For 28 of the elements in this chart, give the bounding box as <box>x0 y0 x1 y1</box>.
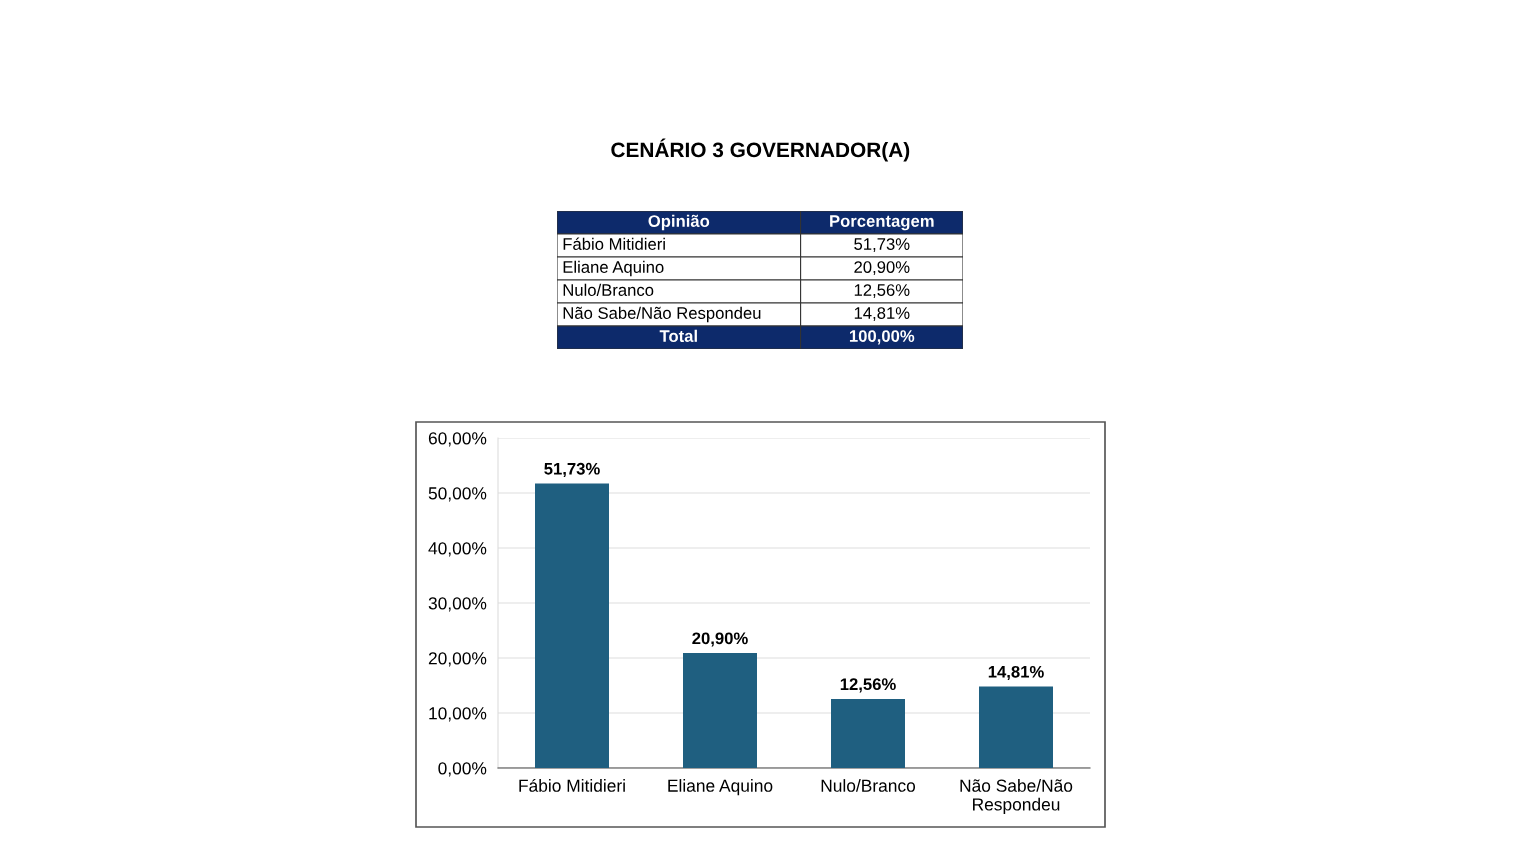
text: 20,90% <box>854 261 910 275</box>
y-tick-label: 10,00% <box>429 707 487 722</box>
chart-title: CENÁRIO 3 GOVERNADOR(A) <box>611 138 910 162</box>
category-label: Nulo/Branco <box>563 283 654 296</box>
y-tick-label: 60,00% <box>428 432 487 447</box>
category-label: Eliane Aquino <box>563 260 664 277</box>
x-tick-label: Nulo/Branco <box>821 779 916 792</box>
text: Total <box>659 329 697 342</box>
data-label: 20,90% <box>692 632 748 647</box>
text: 14,81% <box>854 307 910 321</box>
y-tick-label: 0,00% <box>438 762 487 777</box>
y-tick-label: 40,00% <box>428 542 487 557</box>
text: 100,00% <box>849 330 915 345</box>
x-tick-label: Fábio Mitidieri <box>519 778 625 792</box>
text: 51,73% <box>854 238 910 252</box>
category-label: Fábio Mitidieri <box>563 237 665 250</box>
text: Opinião <box>648 214 710 231</box>
text: Porcentagem <box>830 215 934 231</box>
data-label: 12,56% <box>840 678 896 693</box>
y-tick-label: 50,00% <box>428 487 487 502</box>
category-label: Não Sabe/Não Respondeu <box>563 306 761 323</box>
y-tick-label: 20,00% <box>428 652 487 667</box>
data-label: 14,81% <box>988 665 1044 681</box>
y-tick-label: 30,00% <box>428 597 487 612</box>
x-tick-label: Não Sabe/Não Respondeu <box>960 779 1073 814</box>
data-label: 51,73% <box>544 462 600 478</box>
x-tick-label: Eliane Aquino <box>668 779 773 796</box>
text: 12,56% <box>854 284 910 298</box>
